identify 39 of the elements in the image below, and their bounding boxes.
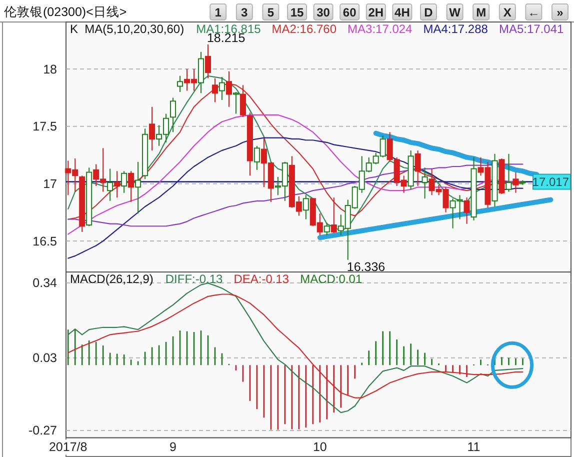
legend-title: MACD(26,12,9)	[70, 272, 154, 286]
button: D	[420, 4, 437, 20]
x-tick-label: 10	[312, 440, 327, 454]
button: W	[446, 4, 464, 20]
button: 5	[262, 4, 280, 20]
text: 16.336	[346, 260, 386, 274]
button: X	[498, 4, 516, 20]
legend-label: MA3:17.024	[348, 22, 413, 36]
x-tick-label: 2017/8	[48, 440, 88, 454]
legend-label: MA2:16.760	[272, 22, 337, 36]
x-tick-label: 9	[170, 440, 177, 454]
legend-label: MA4:17.288	[423, 22, 488, 36]
button: 60	[340, 4, 360, 20]
legend-title: K MA(5,10,20,30,60)	[70, 22, 184, 36]
line-series	[68, 137, 524, 259]
y-tick-label: 17.5	[32, 120, 58, 134]
y-tick-label: 0.03	[32, 351, 58, 366]
y-tick-label: 16.5	[32, 234, 58, 248]
series-label: DIFF:-0.13	[165, 272, 224, 286]
series-label: DEA:-0.13	[234, 272, 290, 286]
button: 3	[236, 4, 253, 20]
chart-title: 伦敦银(02300)<日线>	[4, 5, 127, 19]
line-series	[68, 294, 524, 398]
y-tick-label: 17	[43, 176, 58, 191]
button: 4H	[392, 4, 412, 20]
button: 15	[287, 4, 307, 20]
button: 2H	[366, 4, 386, 20]
ref-label: 17.017	[532, 174, 571, 190]
legend-label: MA5:17.041	[498, 22, 564, 36]
button: »	[552, 4, 568, 20]
y-tick-label: 18	[43, 62, 58, 76]
x-tick-label: 11	[467, 440, 480, 454]
y-tick-label: -0.27	[28, 424, 58, 438]
button: 1	[210, 4, 227, 20]
y-tick-label: 0.34	[32, 276, 58, 290]
button: M	[472, 4, 490, 20]
button: ←	[525, 4, 542, 20]
text: MACD:0.01	[300, 272, 362, 286]
button: 30	[313, 4, 334, 20]
